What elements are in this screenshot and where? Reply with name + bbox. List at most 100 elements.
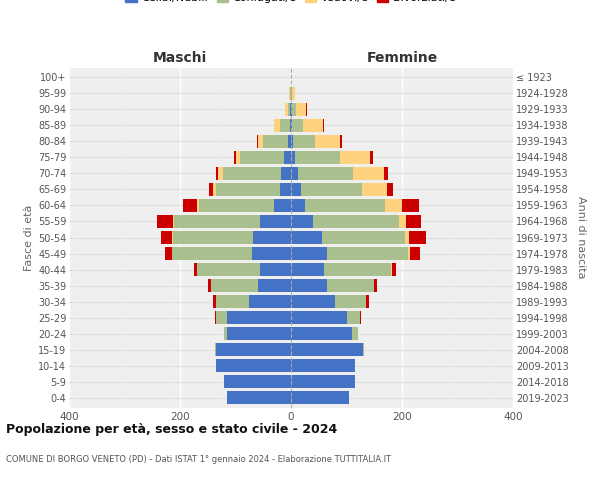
Bar <box>214 183 216 196</box>
Bar <box>362 183 387 196</box>
Bar <box>406 215 421 228</box>
Bar <box>340 150 370 164</box>
Bar <box>385 199 402 212</box>
Bar <box>370 150 373 164</box>
Bar <box>291 247 327 260</box>
Bar <box>293 134 316 148</box>
Bar <box>227 392 291 404</box>
Text: Maschi: Maschi <box>153 51 207 65</box>
Bar <box>353 167 383 180</box>
Bar <box>366 295 368 308</box>
Bar <box>291 279 327 292</box>
Bar <box>407 247 410 260</box>
Text: Popolazione per età, sesso e stato civile - 2024: Popolazione per età, sesso e stato civil… <box>6 422 337 436</box>
Bar <box>409 231 426 244</box>
Bar <box>172 247 252 260</box>
Bar <box>240 150 284 164</box>
Bar <box>215 167 218 180</box>
Bar <box>280 118 290 132</box>
Bar <box>291 231 322 244</box>
Bar <box>303 118 323 132</box>
Bar <box>216 343 291 356</box>
Bar <box>216 295 250 308</box>
Legend: Celibi/Nubili, Coniugati/e, Vedovi/e, Divorziati/e: Celibi/Nubili, Coniugati/e, Vedovi/e, Di… <box>121 0 461 8</box>
Bar <box>291 311 347 324</box>
Bar <box>216 183 280 196</box>
Bar <box>291 359 355 372</box>
Bar <box>208 279 211 292</box>
Bar <box>298 167 353 180</box>
Bar <box>175 215 260 228</box>
Text: COMUNE DI BORGO VENETO (PD) - Dati ISTAT 1° gennaio 2024 - Elaborazione TUTTITAL: COMUNE DI BORGO VENETO (PD) - Dati ISTAT… <box>6 455 391 464</box>
Bar <box>274 118 280 132</box>
Bar <box>197 263 260 276</box>
Bar <box>209 183 214 196</box>
Bar <box>325 263 391 276</box>
Bar <box>211 279 258 292</box>
Bar <box>172 231 173 244</box>
Bar <box>199 199 274 212</box>
Bar <box>290 86 291 100</box>
Bar <box>173 215 175 228</box>
Bar <box>260 263 291 276</box>
Bar <box>285 102 287 116</box>
Bar <box>347 311 361 324</box>
Bar <box>218 167 223 180</box>
Bar <box>291 215 313 228</box>
Bar <box>284 150 291 164</box>
Bar <box>405 231 409 244</box>
Bar <box>327 279 374 292</box>
Bar <box>352 327 358 340</box>
Bar <box>252 247 291 260</box>
Bar <box>340 134 342 148</box>
Bar <box>157 215 173 228</box>
Bar <box>216 311 227 324</box>
Bar <box>235 150 240 164</box>
Bar <box>402 199 419 212</box>
Bar <box>305 199 385 212</box>
Bar <box>224 327 227 340</box>
Bar <box>197 199 199 212</box>
Bar <box>291 86 292 100</box>
Bar <box>301 183 362 196</box>
Bar <box>291 183 301 196</box>
Bar <box>316 134 340 148</box>
Bar <box>165 247 172 260</box>
Bar <box>250 295 291 308</box>
Bar <box>335 295 366 308</box>
Bar <box>323 118 324 132</box>
Bar <box>227 327 291 340</box>
Bar <box>280 183 291 196</box>
Bar <box>291 150 295 164</box>
Bar <box>227 311 291 324</box>
Bar <box>374 279 377 292</box>
Bar <box>290 118 291 132</box>
Bar <box>173 231 253 244</box>
Bar <box>399 215 406 228</box>
Bar <box>322 231 405 244</box>
Bar <box>260 215 291 228</box>
Bar <box>387 183 392 196</box>
Bar <box>161 231 172 244</box>
Bar <box>313 215 399 228</box>
Bar <box>258 279 291 292</box>
Bar <box>292 118 303 132</box>
Bar <box>291 167 298 180</box>
Bar <box>234 150 235 164</box>
Bar <box>410 247 421 260</box>
Bar <box>224 376 291 388</box>
Bar <box>183 199 197 212</box>
Bar <box>288 134 291 148</box>
Bar <box>383 167 388 180</box>
Bar <box>214 295 216 308</box>
Bar <box>291 327 352 340</box>
Bar <box>253 231 291 244</box>
Bar <box>296 102 306 116</box>
Bar <box>215 343 216 356</box>
Bar <box>216 359 291 372</box>
Bar <box>223 167 281 180</box>
Bar <box>291 295 335 308</box>
Bar <box>215 311 216 324</box>
Bar <box>291 343 363 356</box>
Bar <box>257 134 258 148</box>
